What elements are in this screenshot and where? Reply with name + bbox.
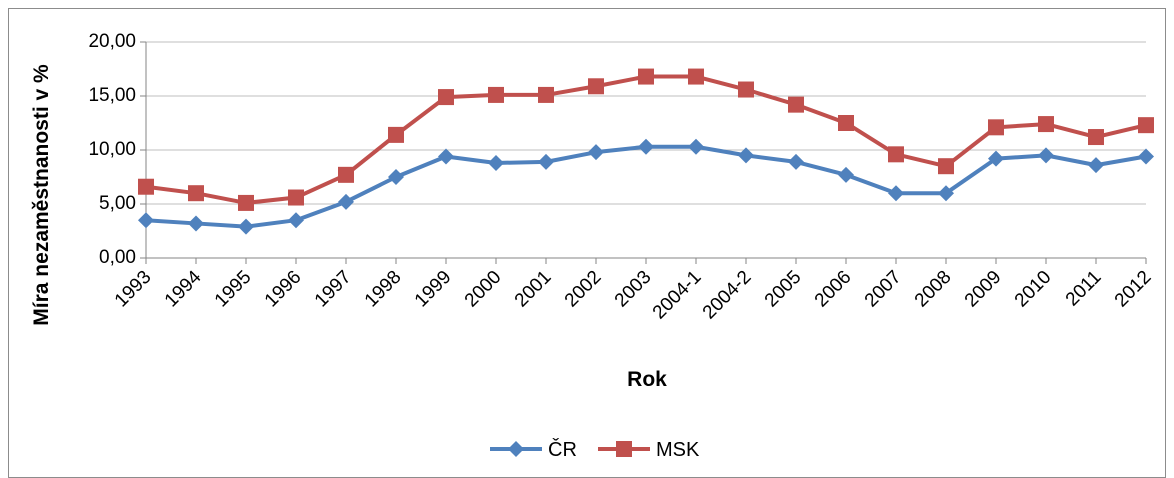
- series-1: [138, 68, 1154, 211]
- x-tick-label: 2009: [961, 267, 1006, 312]
- data-point: [538, 86, 554, 103]
- legend-item: ČR: [490, 438, 577, 461]
- data-point: [688, 68, 704, 85]
- data-point: [438, 148, 454, 165]
- x-tick-label: 1998: [361, 267, 406, 312]
- data-point: [1138, 148, 1154, 165]
- data-point: [1088, 157, 1104, 174]
- data-point: [588, 78, 604, 95]
- data-point: [438, 89, 454, 106]
- data-point: [1088, 129, 1104, 146]
- data-point: [138, 178, 154, 195]
- data-point: [388, 126, 404, 143]
- x-tick-label: 1995: [211, 267, 256, 312]
- data-point: [888, 146, 904, 163]
- legend-label: ČR: [548, 438, 577, 461]
- data-point: [1038, 116, 1054, 133]
- x-tick-label: 2006: [811, 267, 856, 312]
- y-tick-label: 10,00: [88, 139, 136, 160]
- legend-marker: [508, 441, 524, 457]
- series-0: [138, 138, 1154, 235]
- data-point: [488, 86, 504, 103]
- data-point: [838, 115, 854, 131]
- x-tick-label: 1999: [411, 267, 456, 312]
- data-point: [138, 212, 154, 229]
- data-point: [338, 193, 354, 210]
- data-point: [588, 144, 604, 161]
- x-tick-label: 1994: [161, 266, 206, 311]
- data-point: [188, 215, 204, 232]
- legend-item: MSK: [598, 439, 700, 461]
- y-tick-label: 15,00: [88, 85, 136, 106]
- x-tick-label: 2004-1: [649, 267, 706, 324]
- data-point: [638, 68, 654, 85]
- y-tick-label: 5,00: [99, 193, 136, 214]
- y-axis-title: Míra nezaměstnanosti v %: [30, 64, 53, 326]
- data-point: [788, 153, 804, 170]
- data-point: [738, 147, 754, 164]
- x-tick-label: 1996: [261, 267, 306, 312]
- data-point: [988, 119, 1004, 136]
- y-tick-label: 20,00: [88, 31, 136, 52]
- data-point: [388, 169, 404, 185]
- data-point: [688, 138, 704, 155]
- data-point: [938, 185, 954, 202]
- line-chart: 0,00 5,00 10,00 15,00 20,00 1993 1994 1995 1996…: [30, 31, 1156, 461]
- x-tick-label: 1993: [111, 267, 156, 312]
- x-tick-label: 2000: [461, 267, 506, 312]
- data-point: [1038, 147, 1054, 164]
- data-point: [838, 166, 854, 183]
- legend: ČR MSK: [490, 438, 700, 461]
- x-tick-label: 2011: [1062, 267, 1106, 311]
- data-point: [488, 154, 504, 171]
- x-axis-title: Rok: [627, 368, 667, 391]
- series-lines: [138, 68, 1154, 235]
- x-tick-label: 2012: [1111, 267, 1156, 312]
- x-tick-label: 2003: [611, 267, 656, 312]
- data-point: [338, 166, 354, 183]
- x-tick-label: 2001: [511, 267, 556, 312]
- data-point: [288, 189, 304, 206]
- data-point: [538, 153, 554, 170]
- data-point: [988, 150, 1004, 167]
- x-tick-label: 2002: [561, 267, 606, 312]
- data-point: [238, 218, 254, 235]
- data-point: [638, 138, 654, 155]
- x-tick-label: 2004-2: [699, 267, 756, 324]
- data-point: [788, 96, 804, 113]
- x-tick-label: 2008: [911, 267, 956, 312]
- data-point: [188, 185, 204, 202]
- y-tick-label: 0,00: [99, 247, 136, 268]
- x-tick-labels: 1993 1994 1995 1996 1997 1998 1999 2000 2001 2002…: [111, 266, 1156, 323]
- x-tick-label: 2005: [761, 267, 806, 312]
- legend-label: MSK: [656, 439, 700, 461]
- legend-marker: [616, 441, 632, 457]
- data-point: [1138, 117, 1154, 134]
- x-tick-label: 2010: [1011, 267, 1056, 312]
- data-point: [938, 158, 954, 175]
- data-point: [738, 81, 754, 98]
- data-point: [238, 194, 254, 211]
- data-point: [888, 185, 904, 202]
- y-tick-labels: 0,00 5,00 10,00 15,00 20,00: [88, 31, 136, 268]
- x-tick-label: 1997: [311, 267, 356, 312]
- data-point: [288, 212, 304, 229]
- x-tick-label: 2007: [861, 267, 906, 312]
